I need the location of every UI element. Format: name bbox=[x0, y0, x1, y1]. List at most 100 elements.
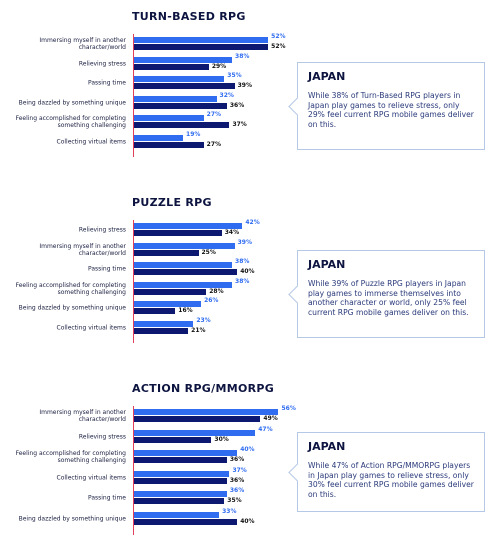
callout-text: While 38% of Turn-Based RPG players in J… bbox=[308, 91, 474, 129]
bar bbox=[134, 44, 269, 50]
value-label: 49% bbox=[263, 415, 278, 422]
value-label: 16% bbox=[178, 307, 193, 314]
category-label: Feeling accomplished for completing some… bbox=[15, 450, 126, 464]
callout-box: JAPAN While 39% of Puzzle RPG players in … bbox=[297, 250, 485, 338]
value-label: 37% bbox=[232, 121, 247, 128]
value-label: 29% bbox=[211, 62, 227, 70]
bar bbox=[134, 288, 207, 295]
value-label: 30% bbox=[214, 435, 229, 443]
bar bbox=[134, 327, 189, 334]
value-label: 47% bbox=[258, 425, 273, 433]
bar bbox=[134, 63, 209, 70]
callout-title: JAPAN bbox=[308, 70, 346, 83]
category-label: Immersing myself in another character/wo… bbox=[39, 242, 126, 257]
bar bbox=[134, 429, 256, 436]
category-label: Immersing myself in another character/wo… bbox=[39, 409, 126, 423]
category-label: Feeling accomplished for completing some… bbox=[15, 281, 126, 296]
bar bbox=[134, 76, 225, 82]
callout-box: JAPAN While 38% of Turn-Based RPG players… bbox=[297, 62, 485, 150]
bar bbox=[134, 301, 202, 307]
value-label: 33% bbox=[222, 507, 237, 515]
category-label: Collecting virtual items bbox=[56, 324, 127, 331]
bar bbox=[134, 56, 233, 63]
bar bbox=[134, 491, 227, 497]
value-label: 40% bbox=[240, 446, 255, 453]
category-label: Passing time bbox=[87, 494, 126, 502]
bar bbox=[134, 122, 230, 128]
value-label: 42% bbox=[245, 219, 260, 226]
chart-title: TURN-BASED RPG bbox=[132, 10, 246, 23]
bar bbox=[134, 37, 269, 43]
category-label: Being dazzled by something unique bbox=[18, 304, 126, 312]
value-label: 40% bbox=[240, 268, 255, 275]
value-label: 25% bbox=[201, 248, 216, 256]
bar bbox=[134, 95, 217, 102]
callout-box: JAPAN While 47% of Action RPG/MMORPG play… bbox=[297, 432, 485, 512]
bar bbox=[134, 223, 243, 229]
value-label: 28% bbox=[209, 287, 224, 295]
bar bbox=[134, 457, 227, 463]
value-label: 40% bbox=[240, 517, 255, 525]
bar bbox=[134, 230, 222, 236]
bar bbox=[134, 308, 176, 314]
value-label: 26% bbox=[204, 297, 219, 304]
value-label: 34% bbox=[224, 229, 240, 236]
value-label: 39% bbox=[237, 82, 252, 89]
bar bbox=[134, 450, 238, 456]
bar bbox=[134, 518, 238, 525]
value-label: 37% bbox=[232, 466, 247, 474]
value-label: 35% bbox=[227, 72, 242, 79]
category-label: Passing time bbox=[87, 79, 126, 87]
value-label: 56% bbox=[281, 405, 296, 412]
bar bbox=[134, 262, 233, 268]
bar bbox=[134, 242, 235, 249]
value-label: 38% bbox=[235, 258, 250, 265]
value-label: 19% bbox=[186, 130, 201, 138]
bar bbox=[134, 320, 194, 327]
value-label: 39% bbox=[237, 238, 252, 246]
callout-text: While 39% of Puzzle RPG players in Japan… bbox=[308, 279, 469, 317]
bar bbox=[134, 511, 220, 518]
bar bbox=[134, 498, 225, 504]
bar bbox=[134, 249, 199, 256]
reference-line bbox=[133, 34, 134, 157]
chart-title: PUZZLE RPG bbox=[132, 196, 212, 209]
chart-title: ACTION RPG/MMORPG bbox=[132, 382, 275, 395]
value-label: 36% bbox=[229, 487, 245, 494]
bar bbox=[134, 416, 261, 422]
value-label: 32% bbox=[219, 91, 234, 99]
category-label: Collecting virtual items bbox=[56, 474, 127, 481]
category-label: Relieving stress bbox=[78, 60, 126, 67]
value-label: 36% bbox=[229, 456, 245, 463]
category-label: Collecting virtual items bbox=[56, 138, 127, 145]
category-label: Relieving stress bbox=[78, 433, 126, 440]
bar bbox=[134, 134, 184, 141]
category-label: Immersing myself in another character/wo… bbox=[39, 37, 126, 51]
bar bbox=[134, 269, 238, 275]
callout-title: JAPAN bbox=[308, 258, 346, 271]
bar bbox=[134, 409, 279, 415]
category-label: Being dazzled by something unique bbox=[18, 99, 126, 106]
bar bbox=[134, 477, 227, 484]
category-label: Relieving stress bbox=[78, 226, 126, 234]
bar bbox=[134, 115, 204, 121]
value-label: 36% bbox=[229, 101, 245, 109]
value-label: 38% bbox=[235, 52, 250, 60]
bar bbox=[134, 281, 233, 288]
value-label: 27% bbox=[206, 140, 222, 148]
category-label: Being dazzled by something unique bbox=[18, 515, 126, 522]
reference-line bbox=[133, 406, 134, 535]
value-label: 35% bbox=[227, 497, 242, 504]
callout-title: JAPAN bbox=[308, 440, 346, 453]
category-label: Feeling accomplished for completing some… bbox=[15, 115, 126, 129]
value-label: 23% bbox=[196, 316, 211, 324]
bar bbox=[134, 470, 230, 477]
value-label: 27% bbox=[206, 111, 222, 118]
category-label: Passing time bbox=[87, 265, 126, 273]
value-label: 52% bbox=[271, 43, 286, 50]
value-label: 36% bbox=[229, 476, 245, 484]
value-label: 38% bbox=[235, 277, 250, 285]
callout-text: While 47% of Action RPG/MMORPG players i… bbox=[308, 461, 474, 499]
value-label: 21% bbox=[191, 326, 206, 334]
